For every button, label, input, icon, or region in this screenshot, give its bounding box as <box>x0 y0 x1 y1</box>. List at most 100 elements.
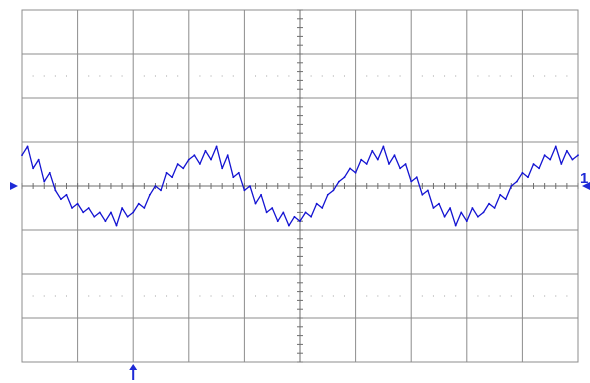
grid-dot <box>477 75 479 77</box>
waveform-point <box>332 189 335 192</box>
grid-dot <box>343 75 345 77</box>
waveform-point <box>215 145 218 148</box>
waveform-point <box>287 224 290 227</box>
waveform-point <box>121 207 123 209</box>
grid-dot <box>399 75 401 77</box>
grid-dot <box>65 295 67 297</box>
grid-dot <box>555 295 557 297</box>
waveform-point <box>221 167 224 170</box>
grid-dot <box>343 295 345 297</box>
grid-dot <box>143 295 145 297</box>
waveform-point <box>465 220 468 223</box>
grid-dot <box>121 295 123 297</box>
waveform-point <box>182 167 185 170</box>
grid-dot <box>288 75 290 77</box>
waveform-point <box>249 185 251 187</box>
waveform-point <box>432 207 435 209</box>
waveform-point <box>382 145 385 148</box>
grid-dot <box>566 75 568 77</box>
waveform-point <box>243 189 246 192</box>
waveform-point <box>137 202 140 205</box>
grid-dot <box>533 295 535 297</box>
waveform-point <box>404 163 407 165</box>
grid-dot <box>110 295 112 297</box>
waveform-point <box>388 163 390 165</box>
grid-dot <box>232 75 234 77</box>
waveform-point <box>32 167 35 170</box>
waveform-point <box>293 215 296 218</box>
grid-dot <box>455 75 457 77</box>
waveform-point <box>376 158 379 161</box>
grid-dot <box>166 75 168 77</box>
grid-dot <box>566 295 568 297</box>
waveform-point <box>265 211 268 214</box>
grid-dot <box>110 75 112 77</box>
grid-dot <box>421 295 423 297</box>
grid-dot <box>377 295 379 297</box>
grid-dot <box>455 295 457 297</box>
grid-dot <box>444 75 446 77</box>
waveform-point <box>115 224 118 227</box>
grid-dot <box>65 75 67 77</box>
waveform-point <box>232 176 235 179</box>
waveform-point <box>454 224 457 227</box>
waveform-point <box>87 207 90 209</box>
grid-dot <box>332 295 334 297</box>
waveform-point <box>549 158 552 161</box>
waveform-point <box>354 171 357 174</box>
waveform-point <box>110 211 112 214</box>
waveform-point <box>349 167 351 170</box>
waveform-point <box>399 167 401 170</box>
grid-dot <box>421 75 423 77</box>
waveform-point <box>315 202 318 205</box>
waveform-point <box>488 202 490 205</box>
waveform-point <box>571 158 574 161</box>
waveform-point <box>538 167 540 170</box>
grid-dot <box>210 75 212 77</box>
grid-dot <box>32 75 34 77</box>
waveform-point <box>310 215 313 218</box>
grid-dot <box>544 75 546 77</box>
grid-dot <box>377 75 379 77</box>
waveform-point <box>126 215 129 218</box>
waveform-point <box>460 211 463 214</box>
waveform-point <box>304 211 307 214</box>
grid-dot <box>488 75 490 77</box>
grid-dot <box>221 75 223 77</box>
waveform-point <box>393 154 396 157</box>
waveform-point <box>426 189 429 192</box>
waveform-point <box>171 176 174 179</box>
grid-dot <box>177 75 179 77</box>
grid-dot <box>88 75 90 77</box>
waveform-point <box>510 185 513 187</box>
grid-dot <box>121 75 123 77</box>
center-axes <box>21 9 579 363</box>
grid-dot <box>99 75 101 77</box>
waveform-point <box>371 149 374 152</box>
waveform-point <box>543 154 546 157</box>
waveform-point <box>193 154 196 157</box>
waveform-point <box>521 171 524 174</box>
waveform-point <box>471 207 474 209</box>
grid-dot <box>310 75 312 77</box>
grid-dot <box>477 295 479 297</box>
waveform-point <box>165 171 168 174</box>
grid-dot <box>255 75 257 77</box>
grid-dot <box>166 295 168 297</box>
grid-dot <box>499 75 501 77</box>
waveform-point <box>76 202 79 205</box>
grid-dot <box>432 75 434 77</box>
grid-dot <box>177 295 179 297</box>
grid-dot <box>544 295 546 297</box>
grid-dot <box>432 295 434 297</box>
grid-dot <box>143 75 145 77</box>
waveform-point <box>515 180 518 183</box>
waveform-point <box>438 202 440 205</box>
waveform-point <box>132 211 135 214</box>
grid-dot <box>488 295 490 297</box>
waveform-point <box>343 176 346 179</box>
grid-dot <box>232 295 234 297</box>
grid-dot <box>510 295 512 297</box>
waveform-point <box>37 158 40 161</box>
